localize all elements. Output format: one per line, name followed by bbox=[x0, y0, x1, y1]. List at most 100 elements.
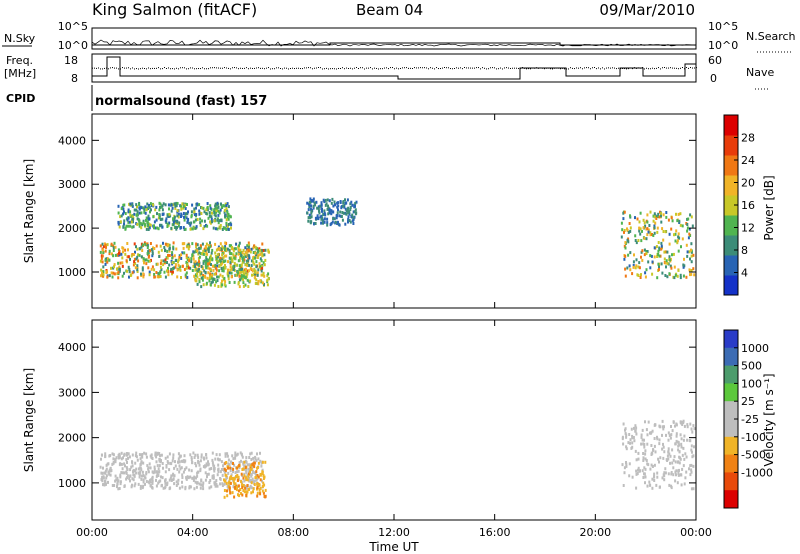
nave-dot bbox=[258, 67, 259, 69]
power-cell bbox=[177, 258, 180, 262]
power-cell bbox=[651, 272, 654, 276]
velocity-cell bbox=[225, 461, 228, 464]
velocity-cell bbox=[636, 472, 639, 476]
nave-dot bbox=[302, 68, 303, 70]
power-cell bbox=[238, 271, 241, 275]
velocity-cell bbox=[645, 459, 648, 462]
nave-dot bbox=[590, 68, 591, 70]
power-cell bbox=[186, 219, 189, 223]
power-cell bbox=[642, 226, 645, 230]
velocity-cell bbox=[129, 479, 131, 483]
power-cell bbox=[198, 246, 201, 250]
power-cell bbox=[677, 232, 680, 236]
velocity-cell bbox=[237, 469, 240, 473]
velocity-cell bbox=[625, 433, 628, 437]
power-cell bbox=[152, 203, 155, 207]
power-cell bbox=[126, 269, 129, 273]
power-cell bbox=[324, 203, 327, 207]
power-cell bbox=[240, 263, 243, 267]
power-cell bbox=[323, 200, 326, 204]
velocity-cell bbox=[232, 480, 235, 484]
nave-dot bbox=[402, 67, 403, 69]
power-cell bbox=[159, 206, 161, 209]
nave-dot bbox=[396, 67, 397, 69]
velocity-cell bbox=[178, 486, 181, 490]
power-cell bbox=[688, 250, 691, 254]
power-cell bbox=[170, 203, 173, 207]
velocity-cell bbox=[637, 451, 640, 455]
power-cell bbox=[193, 274, 196, 278]
velocity-cell bbox=[223, 482, 226, 486]
velocity-cell bbox=[113, 484, 116, 487]
power-cell bbox=[308, 205, 311, 209]
power-cell bbox=[261, 254, 264, 258]
velocity-colorbar-segment bbox=[724, 472, 738, 491]
power-cell bbox=[228, 248, 231, 252]
power-cell bbox=[316, 214, 319, 218]
velocity-cell bbox=[157, 474, 160, 477]
power-cell bbox=[153, 226, 155, 230]
power-cell bbox=[210, 215, 213, 219]
power-cell bbox=[172, 220, 175, 224]
velocity-cell bbox=[111, 462, 114, 466]
power-cell bbox=[690, 272, 693, 276]
nave-dot bbox=[170, 68, 171, 70]
nave-dot bbox=[364, 68, 365, 70]
power-cell bbox=[105, 271, 108, 274]
power-cell bbox=[202, 227, 205, 231]
velocity-cell bbox=[101, 479, 104, 483]
power-cell bbox=[106, 243, 109, 247]
velocity-cell bbox=[684, 452, 687, 456]
power-cell bbox=[167, 215, 170, 218]
velocity-cell bbox=[241, 468, 244, 471]
power-cell bbox=[234, 247, 237, 251]
velocity-cell bbox=[259, 478, 262, 482]
velocity-cell bbox=[670, 433, 673, 437]
velocity-cell bbox=[138, 473, 141, 477]
power-cell bbox=[627, 253, 630, 257]
power-cell bbox=[145, 227, 148, 231]
power-cell bbox=[632, 263, 635, 267]
nave-dot bbox=[560, 68, 561, 70]
nave-dot bbox=[192, 67, 193, 69]
power-cell bbox=[202, 274, 205, 277]
power-colorbar-segment bbox=[724, 135, 738, 156]
power-cell bbox=[201, 278, 204, 282]
power-cell bbox=[174, 206, 177, 210]
velocity-cell bbox=[226, 454, 229, 458]
velocity-cell bbox=[242, 484, 245, 487]
power-cell bbox=[658, 215, 661, 219]
power-cell bbox=[127, 220, 130, 224]
power-cell bbox=[112, 271, 115, 275]
power-cell bbox=[687, 236, 690, 240]
velocity-cell bbox=[682, 446, 685, 450]
velocity-cell bbox=[225, 481, 228, 485]
power-cell bbox=[208, 279, 211, 283]
velocity-cell bbox=[651, 429, 654, 433]
velocity-cell bbox=[162, 466, 164, 470]
velocity-cell bbox=[264, 488, 267, 492]
power-cell bbox=[235, 263, 238, 267]
power-cell bbox=[349, 206, 352, 209]
velocity-cell bbox=[255, 473, 258, 477]
nave-dot bbox=[354, 67, 355, 69]
velocity-cell bbox=[680, 437, 683, 441]
power-cell bbox=[646, 250, 649, 253]
velocity-cell bbox=[261, 485, 264, 488]
velocity-cell bbox=[172, 453, 175, 457]
velocity-cell bbox=[667, 457, 670, 461]
velocity-cell bbox=[641, 438, 644, 442]
freq-tick-high: 18 bbox=[64, 54, 78, 67]
power-cell bbox=[146, 244, 149, 248]
velocity-cell bbox=[213, 469, 216, 473]
power-cell bbox=[238, 248, 241, 252]
velocity-cell bbox=[259, 459, 262, 463]
velocity-cell bbox=[232, 485, 235, 489]
velocity-cell bbox=[170, 479, 173, 482]
power-cell bbox=[247, 269, 250, 273]
nave-dot bbox=[504, 67, 505, 69]
nave-dot bbox=[304, 67, 305, 69]
velocity-cell bbox=[237, 475, 240, 479]
velocity-cell bbox=[664, 471, 667, 475]
velocity-cell bbox=[117, 456, 120, 460]
